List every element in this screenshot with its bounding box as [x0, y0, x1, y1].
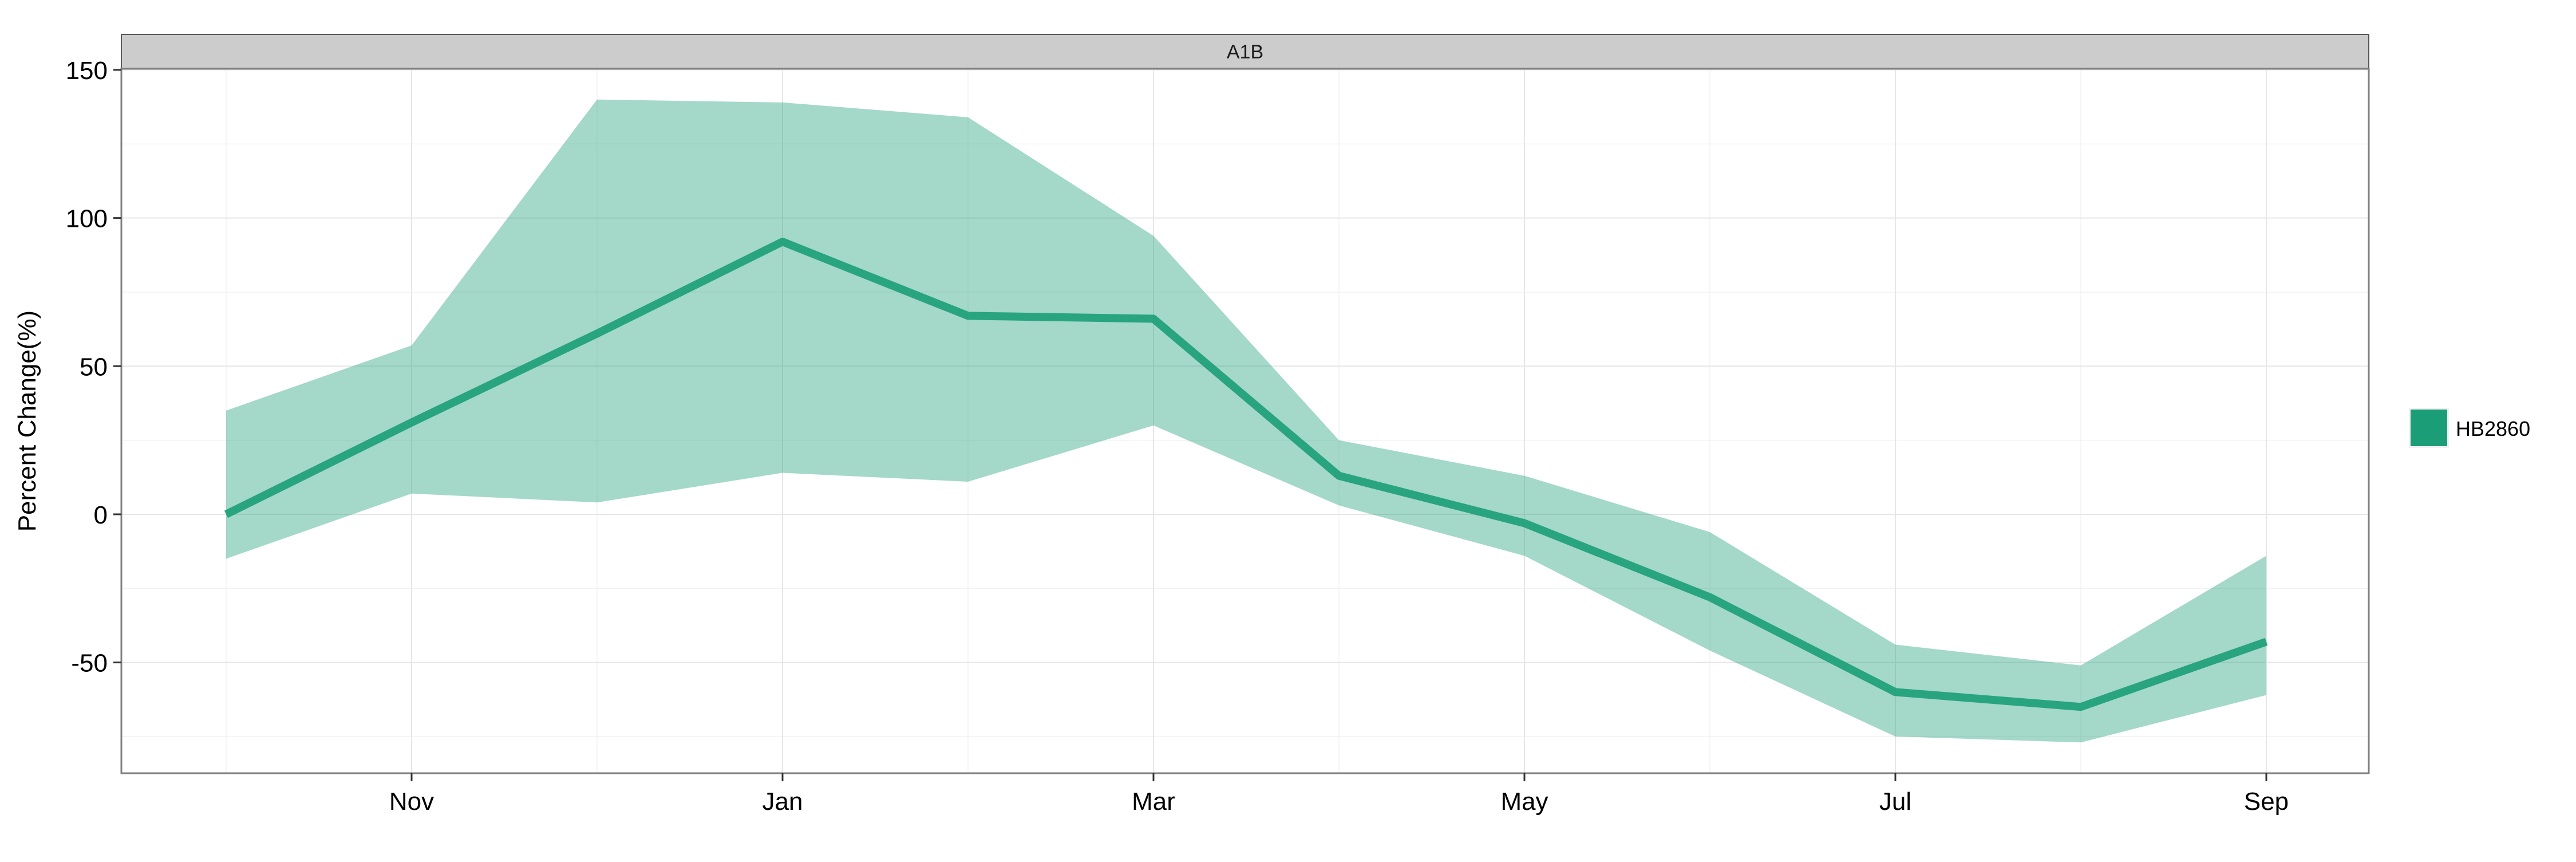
- x-tick-label: Mar: [1132, 788, 1175, 816]
- y-tick-label: 100: [66, 205, 108, 233]
- y-tick-label: 50: [80, 353, 108, 381]
- y-tick-label: 150: [66, 57, 108, 85]
- y-tick-label: 0: [94, 501, 108, 529]
- legend-label: HB2860: [2456, 417, 2530, 440]
- y-axis: 150 100 50 0 -50: [66, 57, 121, 678]
- facet-strip-label: A1B: [1227, 41, 1263, 63]
- legend: HB2860: [2409, 408, 2530, 448]
- y-tick-label: -50: [71, 650, 108, 678]
- x-tick-label: Jan: [762, 788, 803, 816]
- x-axis: Nov Jan Mar May Jul Sep: [389, 773, 2289, 816]
- x-tick-label: Jul: [1879, 788, 1911, 816]
- y-axis-title: Percent Change(%): [13, 310, 41, 532]
- x-tick-label: May: [1500, 788, 1548, 816]
- legend-swatch: [2411, 410, 2447, 446]
- x-tick-label: Nov: [389, 788, 434, 816]
- x-tick-label: Sep: [2244, 788, 2289, 816]
